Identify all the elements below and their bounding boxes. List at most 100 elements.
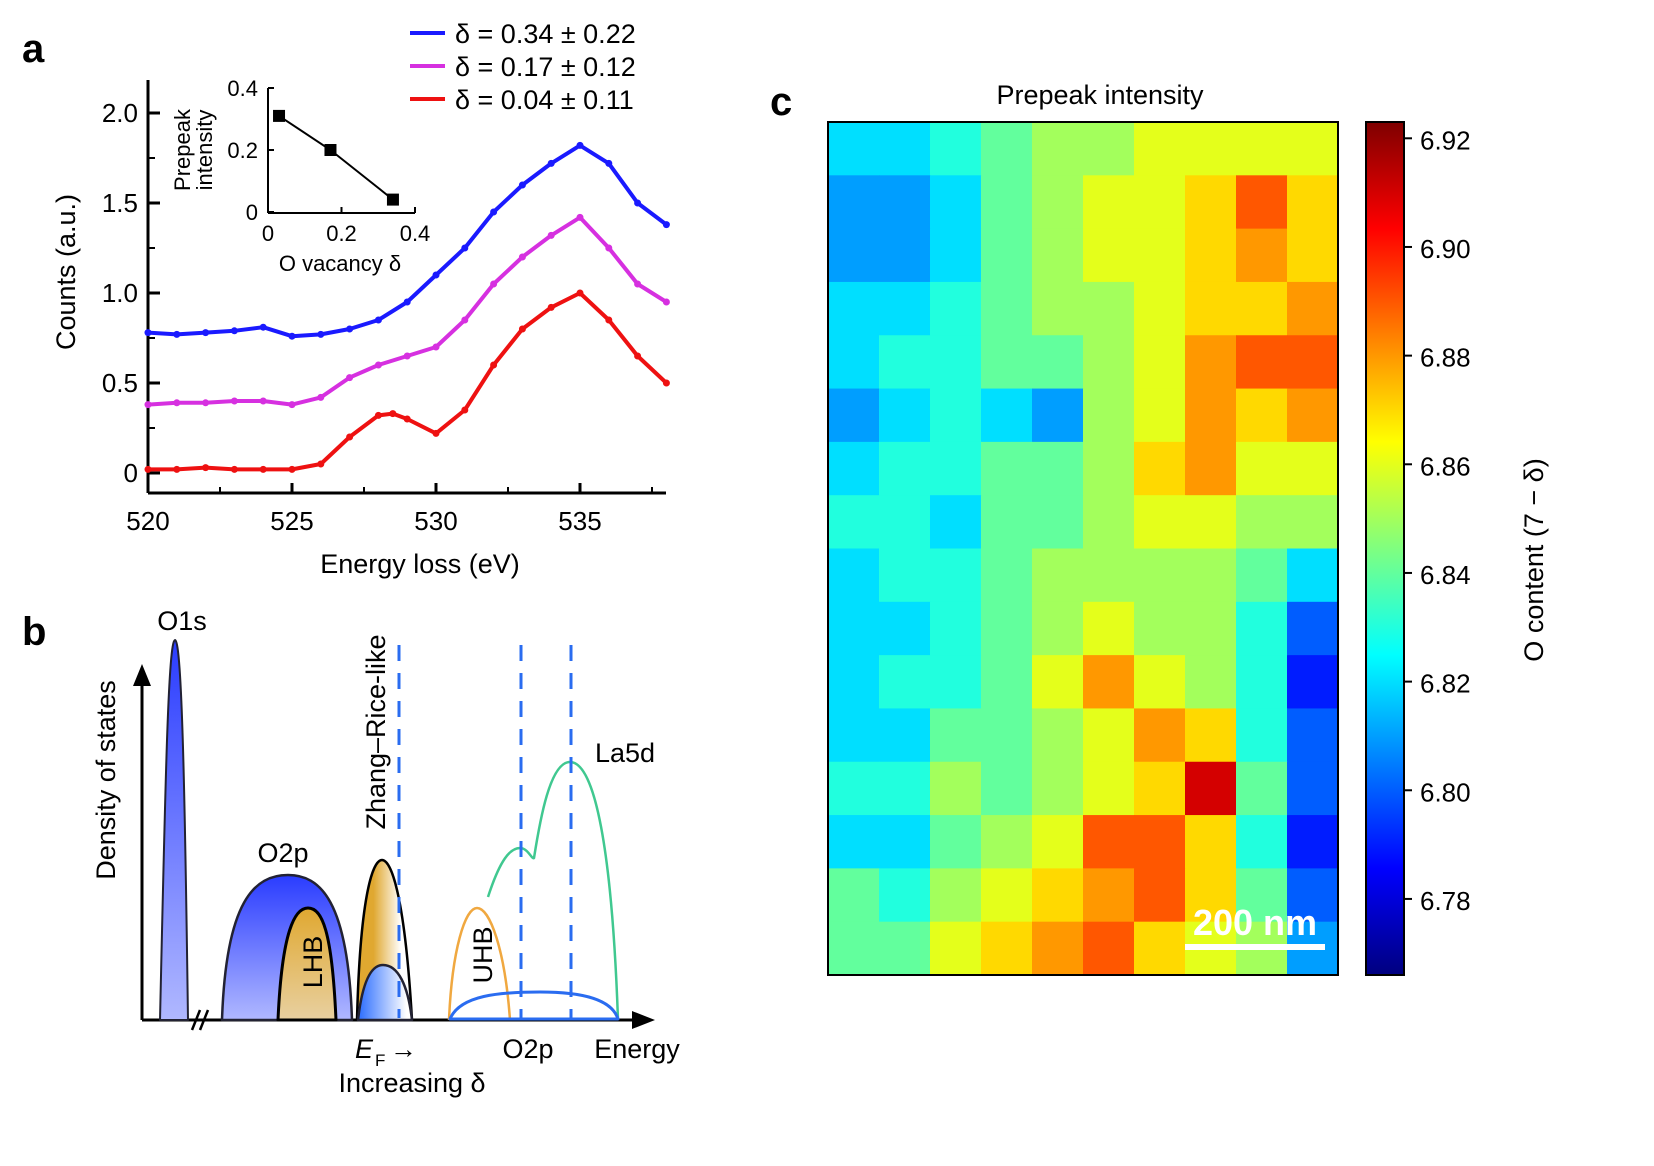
heatmap-cell <box>828 228 880 283</box>
lhb-band <box>276 906 338 1022</box>
heatmap-cell <box>981 495 1033 549</box>
data-point <box>432 429 440 437</box>
label-density-of-states: Density of states <box>91 680 121 880</box>
data-point <box>432 271 440 279</box>
heatmap-cell <box>1083 175 1135 230</box>
heatmap-cell <box>1083 228 1135 283</box>
heatmap-cell <box>1032 281 1084 336</box>
y-tick-label: 1.5 <box>102 188 138 218</box>
heatmap-cell <box>828 281 880 336</box>
data-point <box>662 221 670 229</box>
heatmap-cell <box>1236 228 1288 283</box>
data-point <box>490 361 498 369</box>
data-point <box>605 244 613 252</box>
data-point <box>547 159 555 167</box>
data-point <box>389 410 397 418</box>
data-point <box>490 280 498 288</box>
heatmap-cell <box>1032 388 1084 443</box>
heatmap-cell <box>1134 548 1186 603</box>
data-point <box>662 379 670 387</box>
inset-point <box>386 193 399 206</box>
panel-label-c: c <box>770 80 792 124</box>
inset-y-label-2: intensity <box>192 110 217 191</box>
heatmap-cell <box>981 921 1033 976</box>
data-point <box>346 374 354 382</box>
heatmap-cell <box>1134 281 1186 336</box>
heatmap-cell <box>1032 815 1084 869</box>
colorbar-tick-label: 6.86 <box>1420 451 1471 481</box>
data-point <box>403 352 411 360</box>
heatmap-cell <box>879 122 931 176</box>
data-point <box>634 352 642 360</box>
heatmap-cell <box>930 708 982 763</box>
heatmap-cell <box>981 175 1033 230</box>
heatmap-cell <box>1185 335 1237 390</box>
heatmap-cell <box>1185 175 1237 230</box>
label-energy: Energy <box>594 1034 680 1064</box>
heatmap-cell <box>828 495 880 549</box>
label-uhb: UHB <box>468 926 498 983</box>
heatmap-cell <box>1287 122 1339 176</box>
heatmap-cell <box>1236 175 1288 230</box>
heatmap-cell <box>930 228 982 283</box>
data-point <box>403 298 411 306</box>
heatmap-cell <box>1185 655 1237 709</box>
inset-point <box>273 109 286 122</box>
heatmap <box>828 122 1339 976</box>
heatmap-cell <box>981 122 1033 176</box>
heatmap-cell <box>1032 175 1084 230</box>
heatmap-cell <box>1236 601 1288 656</box>
spectrum-line-2 <box>148 291 668 472</box>
heatmap-cell <box>1287 281 1339 336</box>
label-arrow: → <box>390 1034 417 1064</box>
heatmap-title: Prepeak intensity <box>996 80 1204 110</box>
heatmap-cell <box>1185 815 1237 869</box>
y-tick-label: 1.0 <box>102 278 138 308</box>
panel-label-b: b <box>22 610 46 654</box>
o2p-upper-band <box>448 990 620 1021</box>
data-point <box>576 213 584 221</box>
inset-y-tick-label: 0 <box>246 200 258 225</box>
heatmap-cell <box>1134 868 1186 923</box>
heatmap-cell <box>1185 122 1237 176</box>
data-point <box>576 141 584 149</box>
heatmap-cell <box>1236 708 1288 763</box>
heatmap-cell <box>879 228 931 283</box>
colorbar-tick-label: 6.84 <box>1420 560 1471 590</box>
heatmap-cell <box>930 495 982 549</box>
heatmap-cell <box>828 868 880 923</box>
energy-arrow-icon <box>632 1011 655 1029</box>
data-point <box>518 325 526 333</box>
data-point <box>403 415 411 423</box>
heatmap-cell <box>981 761 1033 816</box>
heatmap-cell <box>1134 388 1186 443</box>
heatmap-cell <box>1134 708 1186 763</box>
x-axis-label: Energy loss (eV) <box>320 549 520 579</box>
inset-plot: 0 0.2 0.4 0 0.2 0.4 <box>227 76 430 246</box>
inset-x-tick-label: 0.2 <box>326 221 357 246</box>
heatmap-cell <box>879 175 931 230</box>
legend-label: δ = 0.04 ± 0.11 <box>455 85 634 115</box>
heatmap-cell <box>828 655 880 709</box>
heatmap-cell <box>1287 335 1339 390</box>
data-point <box>202 329 210 337</box>
heatmap-cell <box>1032 708 1084 763</box>
data-point <box>461 244 469 252</box>
heatmap-cell <box>1185 228 1237 283</box>
heatmap-cell <box>1083 708 1135 763</box>
data-point <box>144 465 152 473</box>
heatmap-cell <box>930 175 982 230</box>
heatmap-cell <box>1287 601 1339 656</box>
heatmap-cell <box>879 601 931 656</box>
heatmap-cell <box>1236 868 1288 923</box>
heatmap-cell <box>1287 655 1339 709</box>
colorbar-tick-label: 6.80 <box>1420 777 1471 807</box>
heatmap-cell <box>981 441 1033 496</box>
data-point <box>547 303 555 311</box>
heatmap-cell <box>981 228 1033 283</box>
heatmap-cell <box>879 335 931 390</box>
data-point <box>202 464 210 472</box>
heatmap-cell <box>930 122 982 176</box>
data-point <box>173 465 181 473</box>
